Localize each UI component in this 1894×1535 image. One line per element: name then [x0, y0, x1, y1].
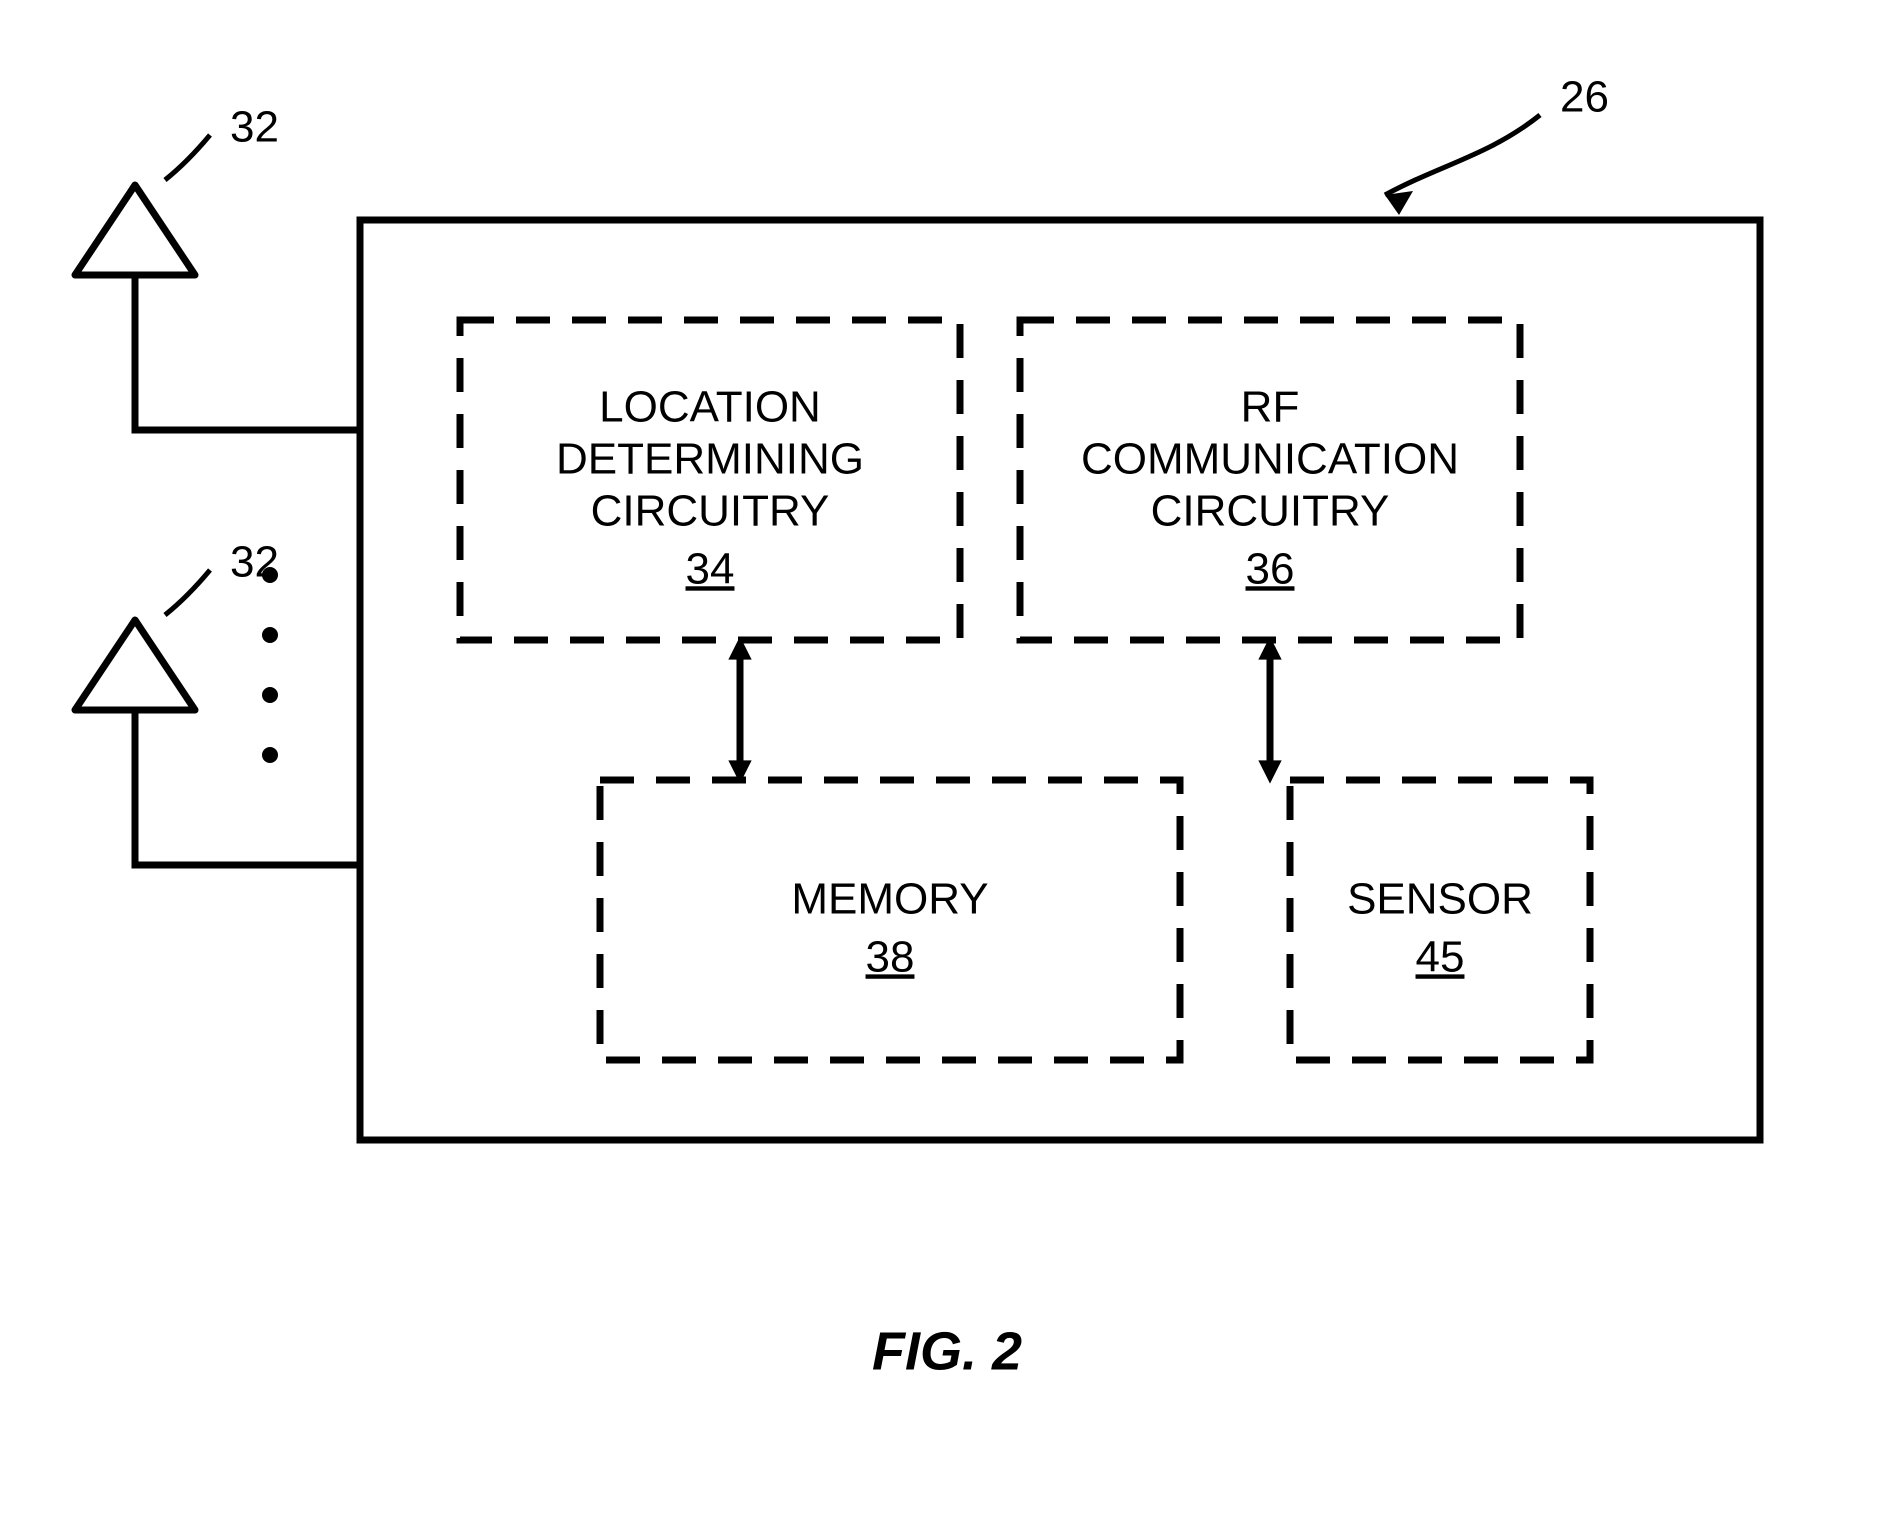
device-outline: [360, 220, 1760, 1140]
antenna-2-icon: [75, 620, 195, 710]
figure-caption: FIG. 2: [872, 1321, 1022, 1381]
rfcomm-block-label: CIRCUITRY: [1151, 486, 1390, 535]
figure-ref-label: 26: [1560, 73, 1609, 122]
sensor-block-ref: 45: [1416, 932, 1465, 981]
location-block-label: DETERMINING: [556, 434, 864, 483]
antenna-1-icon: [75, 185, 195, 275]
figure-ref-leader: [1385, 115, 1540, 195]
antenna-1-label: 32: [230, 103, 279, 152]
antenna-1-wire: [135, 275, 360, 430]
figure-ref-arrowhead: [1385, 191, 1413, 215]
antenna-2-wire: [135, 710, 360, 865]
memory-block-label: MEMORY: [791, 874, 988, 923]
rfcomm-block-label: RF: [1241, 383, 1300, 432]
rfcomm-block-ref: 36: [1246, 544, 1295, 593]
antenna-1-leader: [165, 135, 210, 180]
diagram-canvas: LOCATIONDETERMININGCIRCUITRY34RFCOMMUNIC…: [0, 0, 1894, 1535]
ellipsis-dot: [262, 687, 278, 703]
location-block-ref: 34: [686, 544, 735, 593]
ellipsis-dot: [262, 567, 278, 583]
sensor-block-label: SENSOR: [1347, 874, 1533, 923]
memory-block-ref: 38: [866, 932, 915, 981]
location-block-label: LOCATION: [599, 383, 821, 432]
antenna-2-leader: [165, 570, 210, 615]
ellipsis-dot: [262, 627, 278, 643]
ellipsis-dot: [262, 747, 278, 763]
location-block-label: CIRCUITRY: [591, 486, 830, 535]
rfcomm-block-label: COMMUNICATION: [1081, 434, 1459, 483]
